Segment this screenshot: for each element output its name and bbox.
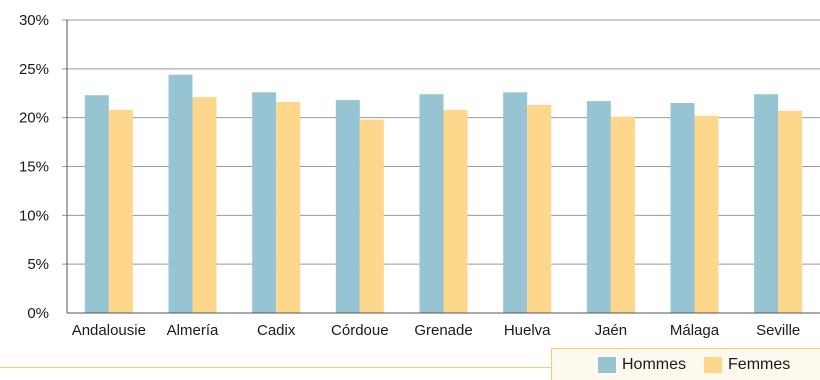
x-axis-category-labels: Andalousie Almería Cadix Córdoue Grenade Huel…	[72, 322, 801, 339]
x-category-label: Grenade	[414, 322, 472, 339]
y-tick-label: 5%	[27, 256, 49, 273]
legend-item-hommes: Hommes	[598, 356, 686, 374]
bar-hommes-4	[419, 94, 444, 313]
x-category-label: Almería	[167, 322, 219, 339]
bar-femmes-1	[192, 97, 217, 313]
legend-swatch-hommes	[598, 356, 616, 373]
legend-label-hommes: Hommes	[622, 355, 687, 373]
bar-femmes-4	[443, 109, 468, 313]
bars	[84, 74, 803, 314]
bar-femmes-2	[276, 102, 301, 313]
bar-hommes-6	[586, 101, 611, 314]
y-tick-label: 0%	[27, 305, 49, 322]
legend-item-femmes: Femmes	[704, 356, 790, 374]
x-category-label: Andalousie	[72, 322, 146, 339]
bar-femmes-8	[778, 110, 803, 313]
bar-femmes-7	[694, 115, 719, 313]
x-category-label: Jaén	[595, 322, 628, 339]
x-category-label: Seville	[756, 322, 800, 339]
bar-femmes-3	[359, 119, 384, 314]
bar-hommes-2	[252, 92, 277, 313]
bar-hommes-0	[84, 95, 109, 313]
x-category-label: Córdoue	[331, 322, 389, 339]
y-axis-tick-labels: 0% 5% 10% 15% 20% 25% 30%	[19, 12, 49, 322]
bar-hommes-1	[168, 74, 193, 314]
bar-femmes-0	[108, 109, 133, 313]
y-tick-label: 10%	[19, 207, 49, 224]
bar-hommes-8	[754, 94, 779, 313]
legend-label-femmes: Femmes	[728, 355, 791, 373]
legend-swatch-femmes	[704, 356, 723, 373]
bar-hommes-5	[503, 92, 528, 313]
x-category-label: Málaga	[670, 322, 720, 339]
y-tick-label: 20%	[19, 110, 49, 127]
chart-legend: Hommes Femmes	[551, 348, 820, 380]
x-category-label: Cadix	[257, 322, 296, 339]
y-tick-label: 30%	[19, 12, 49, 29]
footer-divider	[0, 367, 556, 368]
y-tick-label: 15%	[19, 159, 49, 176]
bar-femmes-6	[610, 116, 635, 313]
y-tick-label: 25%	[19, 61, 49, 78]
bar-femmes-5	[527, 104, 552, 313]
bar-hommes-7	[670, 103, 695, 314]
x-category-label: Huelva	[504, 322, 551, 339]
bar-hommes-3	[335, 100, 360, 313]
